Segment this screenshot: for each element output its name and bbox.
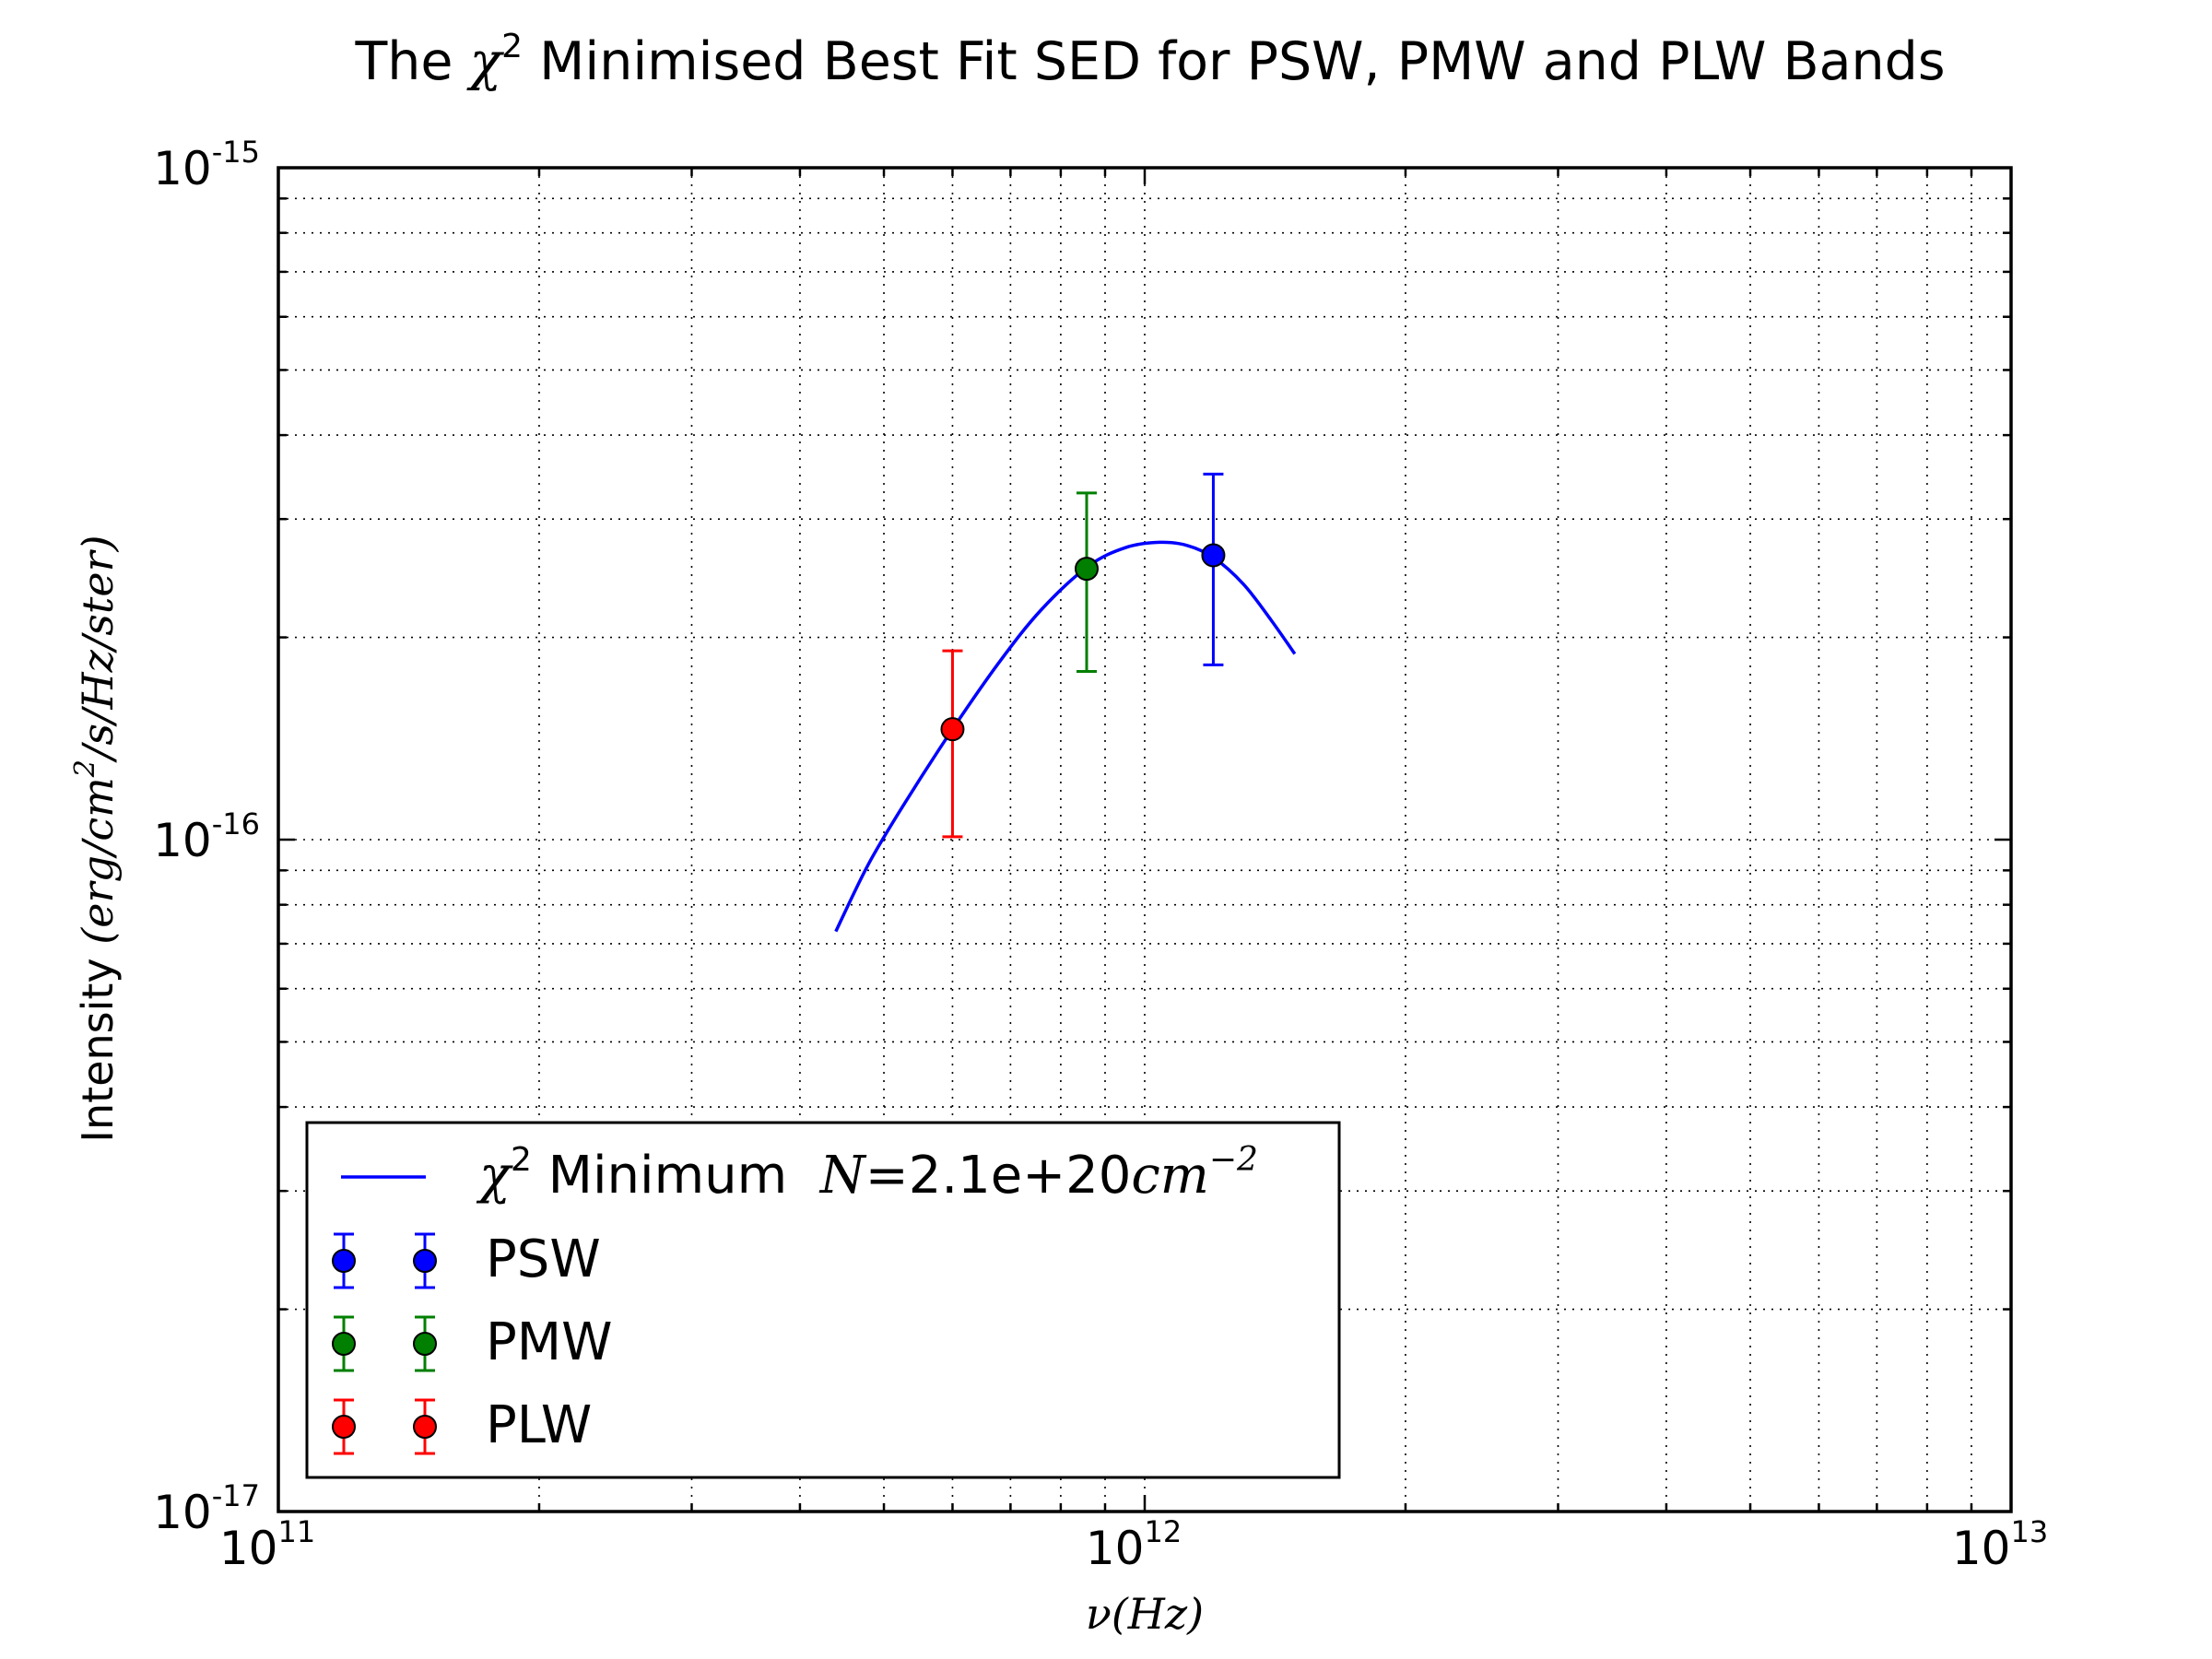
x-tick-label: 1012 <box>1086 1514 1182 1575</box>
point-pmw <box>1075 491 1100 673</box>
legend-marker-psw <box>332 1232 356 1289</box>
data-marker <box>413 1332 437 1356</box>
y-tick-labels: 10-15 10-16 10-17 <box>153 135 260 1539</box>
data-marker <box>332 1332 356 1356</box>
legend-markers <box>332 1232 437 1455</box>
legend-box <box>305 1121 1341 1479</box>
x-tick-labels: 1011 1012 1013 <box>219 1514 2048 1575</box>
point-psw <box>1201 472 1226 666</box>
legend: χ2 Minimum N=2.1e+20cm−2 PSW PMW PLW <box>305 1121 1341 1479</box>
legend-marker-plw <box>332 1398 356 1455</box>
y-axis-label: Intensity (erg/cm2/s/Hz/ster) <box>69 535 123 1142</box>
data-marker <box>332 1249 356 1273</box>
y-tick-label: 10-16 <box>153 806 260 867</box>
data-marker <box>1201 543 1226 568</box>
data-points <box>940 472 1226 839</box>
data-marker <box>332 1415 356 1439</box>
legend-label-psw: PSW <box>486 1230 601 1289</box>
chart-title: The χ2 Minimised Best Fit SED for PSW, P… <box>354 28 1945 92</box>
legend-label-plw: PLW <box>486 1395 592 1455</box>
legend-marker-psw <box>413 1232 437 1289</box>
x-tick-label: 1013 <box>1952 1514 2048 1575</box>
grid-lines <box>278 168 2011 1512</box>
data-marker <box>413 1249 437 1273</box>
y-tick-label: 10-15 <box>153 135 260 195</box>
legend-marker-pmw <box>332 1315 356 1372</box>
data-marker <box>1075 557 1100 582</box>
axis-ticks <box>276 168 2011 1513</box>
point-plw <box>940 649 965 839</box>
legend-label-pmw: PMW <box>486 1312 612 1372</box>
data-marker <box>413 1415 437 1439</box>
y-tick-label: 10-17 <box>153 1478 260 1539</box>
fit-curve-line <box>834 540 1297 933</box>
legend-marker-pmw <box>413 1315 437 1372</box>
legend-fit-label: χ2 Minimum N=2.1e+20cm−2 <box>476 1141 1258 1206</box>
x-axis-label: ν(Hz) <box>1086 1589 1204 1639</box>
legend-marker-plw <box>413 1398 437 1455</box>
x-tick-label: 1011 <box>219 1514 315 1575</box>
data-marker <box>940 717 965 742</box>
